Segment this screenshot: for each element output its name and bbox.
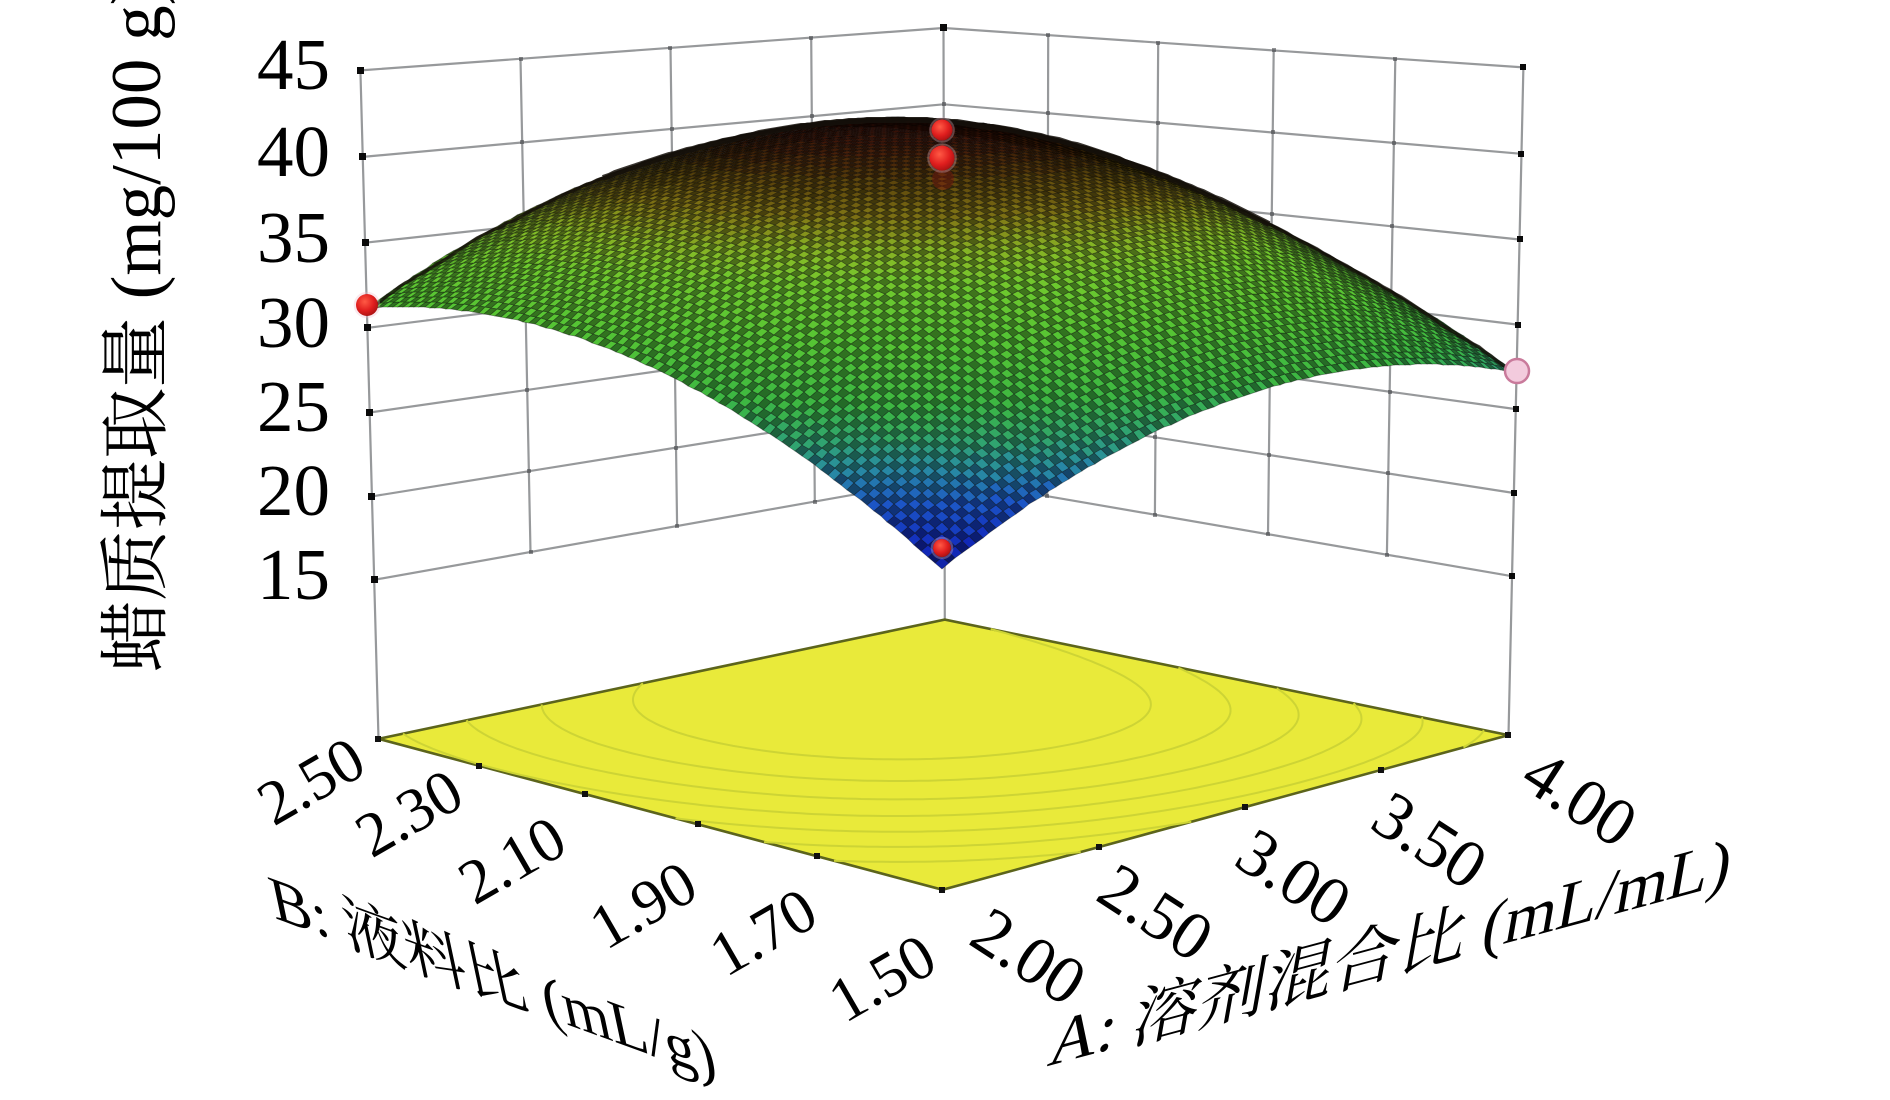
svg-text:15: 15 (257, 534, 330, 615)
svg-text:20: 20 (257, 450, 330, 531)
svg-text:35: 35 (257, 197, 330, 278)
svg-text:25: 25 (257, 366, 330, 447)
svg-text:(mg/100 g): (mg/100 g) (98, 0, 176, 317)
svg-text:40: 40 (257, 111, 330, 192)
svg-text:30: 30 (257, 282, 330, 363)
svg-text:45: 45 (257, 24, 330, 105)
